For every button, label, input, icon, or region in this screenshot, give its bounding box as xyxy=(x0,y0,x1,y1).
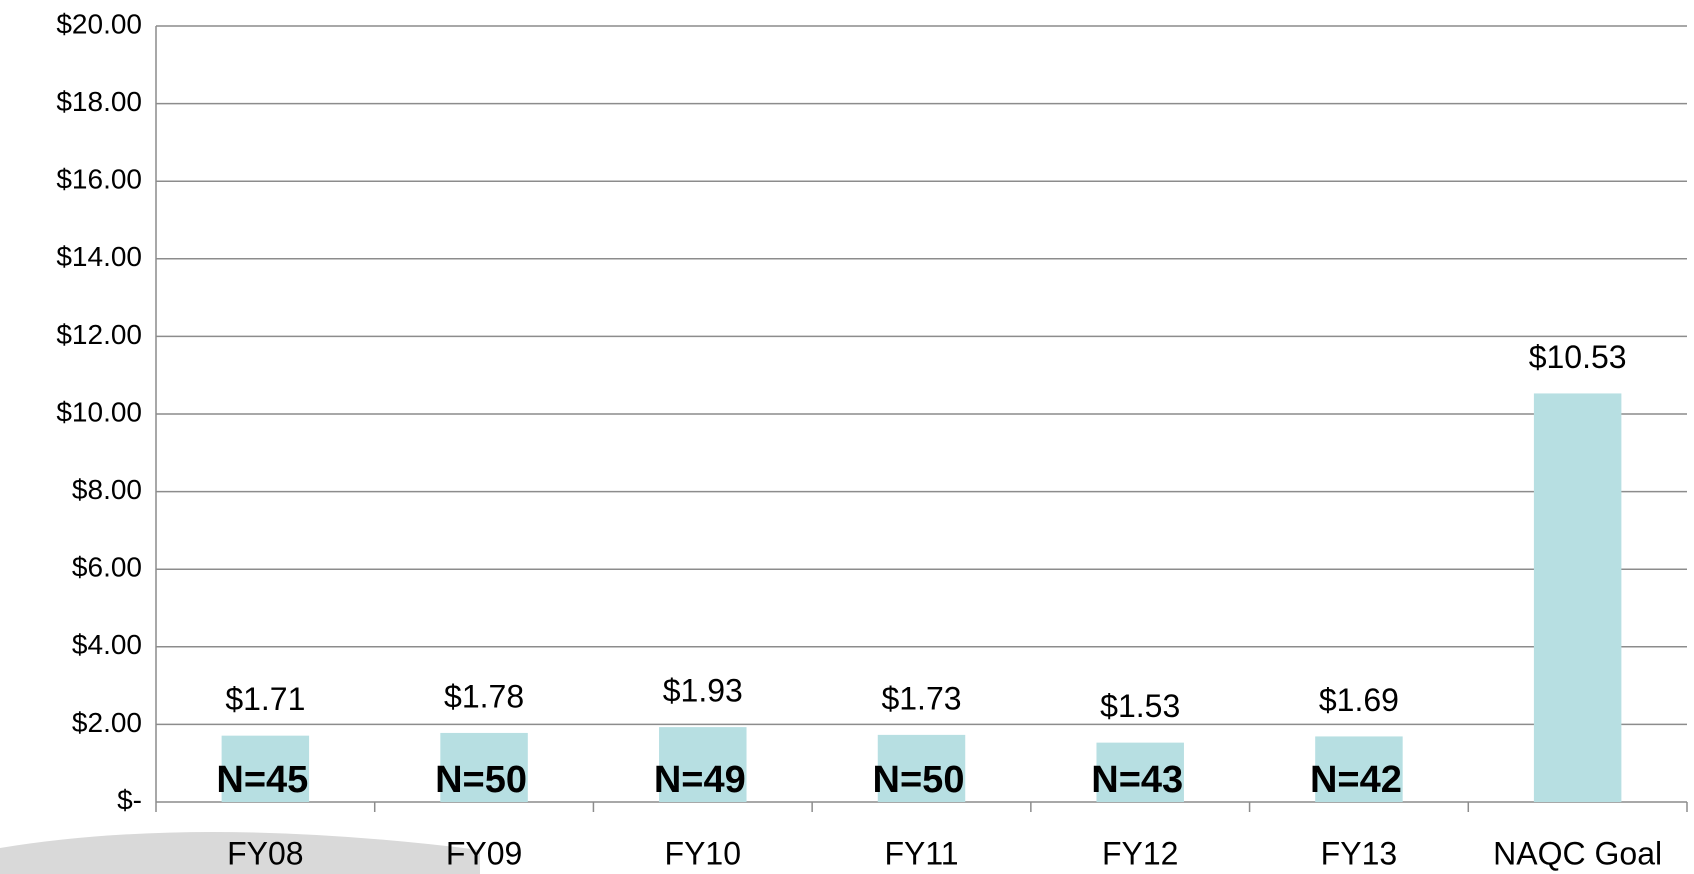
data-label: $1.69 xyxy=(1319,682,1399,718)
bar xyxy=(877,734,966,802)
data-label: $1.71 xyxy=(225,681,305,717)
sample-size: N=42 xyxy=(1310,759,1402,801)
y-tick-label: $2.00 xyxy=(72,707,142,738)
bar xyxy=(1315,736,1403,802)
data-label: $1.78 xyxy=(444,678,524,714)
data-label: $1.73 xyxy=(881,680,961,716)
y-tick-label: $14.00 xyxy=(56,241,142,272)
y-tick-label: $6.00 xyxy=(72,552,142,583)
y-tick-label: $4.00 xyxy=(72,629,142,660)
x-tick-label: NAQC Goal xyxy=(1493,835,1662,871)
x-tick-label: FY12 xyxy=(1102,835,1178,871)
y-tick-label: $10.00 xyxy=(56,396,142,427)
x-tick-label: FY08 xyxy=(227,835,303,871)
data-label: $10.53 xyxy=(1529,339,1627,375)
y-tick-label: $12.00 xyxy=(56,319,142,350)
data-label: $1.93 xyxy=(663,673,743,709)
bar xyxy=(440,732,528,802)
bar xyxy=(659,727,747,802)
bar xyxy=(1533,393,1622,802)
logo-swoosh xyxy=(0,831,480,874)
bar xyxy=(1096,742,1184,802)
y-tick-label: $18.00 xyxy=(56,86,142,117)
sample-size: N=45 xyxy=(216,759,308,801)
x-tick-label: FY13 xyxy=(1321,835,1397,871)
sample-size: N=50 xyxy=(873,759,965,801)
data-label: $1.53 xyxy=(1100,688,1180,724)
y-tick-label: $20.00 xyxy=(56,8,142,39)
sample-size: N=50 xyxy=(435,759,527,801)
y-tick-label: $- xyxy=(117,784,142,815)
x-tick-label: FY09 xyxy=(446,835,522,871)
sample-size: N=43 xyxy=(1091,759,1183,801)
sample-size: N=49 xyxy=(654,759,746,801)
y-tick-label: $16.00 xyxy=(56,164,142,195)
bar xyxy=(221,735,310,802)
x-tick-label: FY11 xyxy=(884,835,958,871)
y-tick-label: $8.00 xyxy=(72,474,142,505)
x-tick-label: FY10 xyxy=(665,835,741,871)
